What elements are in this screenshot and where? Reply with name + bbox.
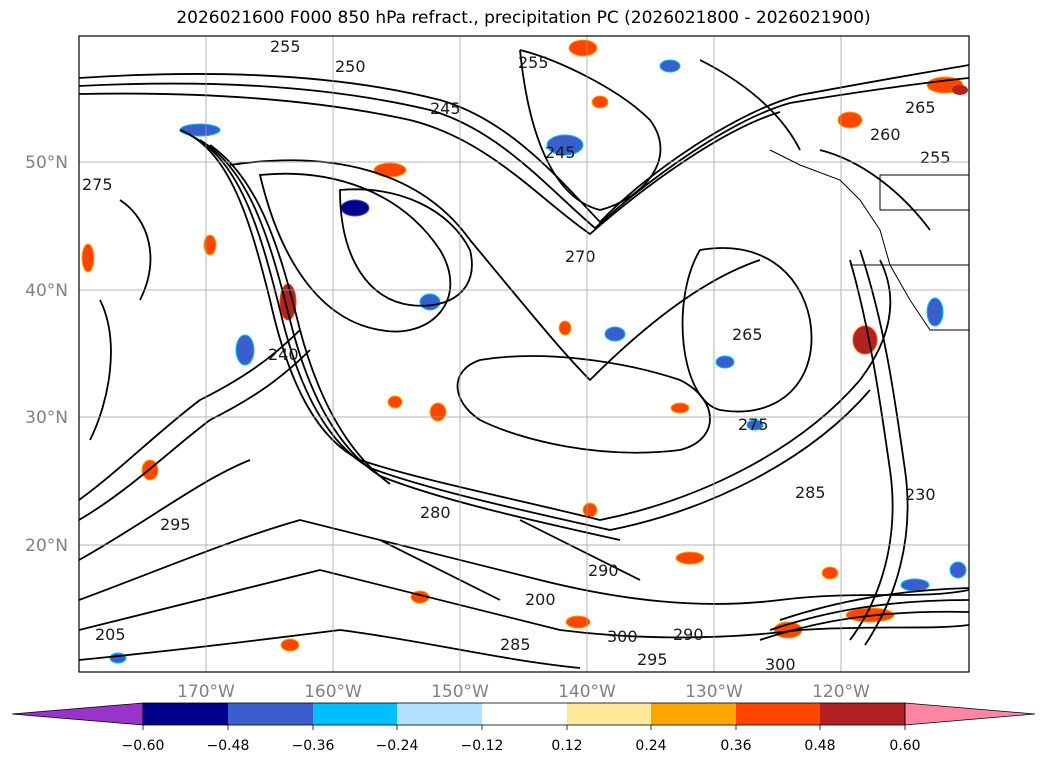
map-frame	[78, 35, 970, 673]
lat-label-50n: 50°N	[25, 153, 68, 173]
contour-label: 255	[920, 148, 951, 167]
contour-label: 295	[637, 650, 668, 669]
contour-labels: 255 255 245 245 250 270 275 265 275 285 …	[82, 37, 951, 674]
colorbar-tick-label: −0.12	[461, 738, 504, 754]
colorbar-bin	[228, 703, 313, 725]
chart-title: 2026021600 F000 850 hPa refract., precip…	[176, 8, 871, 28]
colorbar-tick-label: 0.24	[635, 738, 666, 754]
lat-label-20n: 20°N	[25, 536, 68, 556]
colorbar-bin	[567, 703, 651, 725]
lon-label-140w: 140°W	[558, 682, 616, 702]
contour-label: 285	[500, 635, 531, 654]
colorbar-tick-marks	[142, 725, 906, 730]
contour-label: 260	[870, 125, 901, 144]
lon-label-150w: 150°W	[431, 682, 489, 702]
colorbar-tick-label: −0.60	[122, 738, 165, 754]
contour-label: 290	[588, 561, 619, 580]
contour-label: 205	[95, 625, 126, 644]
colorbar-tick-label: −0.48	[207, 738, 250, 754]
colorbar: −0.60 −0.48 −0.36 −0.24 −0.12 0.12 0.24 …	[11, 702, 1036, 754]
lat-label-40n: 40°N	[25, 281, 68, 301]
contour-label: 300	[765, 655, 796, 674]
colorbar-tick-label: 0.12	[551, 738, 582, 754]
contour-label: 275	[82, 175, 113, 194]
colorbar-frame	[142, 702, 906, 726]
contour-label: 280	[420, 503, 451, 522]
contour-label: 300	[607, 627, 638, 646]
contour-label: 200	[525, 590, 556, 609]
contour-label: 265	[732, 325, 763, 344]
colorbar-tick-label: −0.36	[292, 738, 335, 754]
map-content: 255 255 245 245 250 270 275 265 275 285 …	[79, 36, 969, 674]
colorbar-tick-label: −0.24	[376, 738, 419, 754]
graticule	[79, 36, 969, 672]
contour-label: 250	[335, 57, 366, 76]
colorbar-tick-label: 0.48	[804, 738, 835, 754]
colorbar-bin	[651, 703, 736, 725]
contour-label: 295	[160, 515, 191, 534]
coastlines	[769, 149, 969, 331]
lon-label-120w: 120°W	[812, 682, 870, 702]
colorbar-tick-label: 0.36	[720, 738, 751, 754]
colorbar-tick-label: 0.60	[889, 738, 920, 754]
lon-label-170w: 170°W	[177, 682, 235, 702]
contour-label: 245	[430, 99, 461, 118]
contour-label: 265	[905, 98, 936, 117]
colorbar-extend-high	[904, 702, 1036, 726]
contour-label: 255	[270, 37, 301, 56]
colorbar-bin	[143, 703, 228, 725]
contour-label: 275	[738, 415, 769, 434]
refractivity-contours	[79, 49, 969, 669]
colorbar-bin	[397, 703, 482, 725]
contour-label: 290	[673, 625, 704, 644]
colorbar-bin	[313, 703, 397, 725]
lon-label-160w: 160°W	[304, 682, 362, 702]
contour-label: 240	[268, 345, 299, 364]
colorbar-extend-low	[11, 702, 144, 726]
lon-label-130w: 130°W	[685, 682, 743, 702]
contour-label: 230	[905, 485, 936, 504]
lat-label-30n: 30°N	[25, 408, 68, 428]
colorbar-bin	[482, 703, 567, 725]
colorbar-bin	[736, 703, 820, 725]
contour-label: 255	[518, 53, 549, 72]
contour-label: 245	[545, 143, 576, 162]
contour-label: 270	[565, 247, 596, 266]
colorbar-bin	[820, 703, 905, 725]
contour-label: 285	[795, 483, 826, 502]
